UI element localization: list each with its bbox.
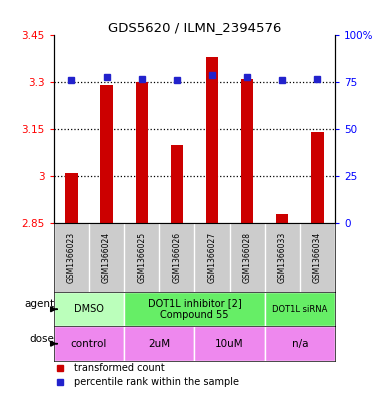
- Bar: [264, 292, 335, 327]
- Bar: [100, 85, 113, 223]
- Bar: [124, 327, 194, 361]
- Text: n/a: n/a: [291, 339, 308, 349]
- Text: GSM1366034: GSM1366034: [313, 232, 322, 283]
- Title: GDS5620 / ILMN_2394576: GDS5620 / ILMN_2394576: [108, 21, 281, 34]
- Text: DOT1L siRNA: DOT1L siRNA: [272, 305, 328, 314]
- Text: GSM1366024: GSM1366024: [102, 232, 111, 283]
- Text: DOT1L inhibitor [2]
Compound 55: DOT1L inhibitor [2] Compound 55: [147, 298, 241, 320]
- Text: GSM1366026: GSM1366026: [172, 232, 181, 283]
- Text: 2uM: 2uM: [148, 339, 170, 349]
- Text: GSM1366028: GSM1366028: [243, 232, 252, 283]
- Bar: [54, 292, 124, 327]
- Bar: [276, 214, 288, 223]
- Text: GSM1366027: GSM1366027: [208, 232, 216, 283]
- Text: control: control: [71, 339, 107, 349]
- Bar: [311, 132, 323, 223]
- Text: 10uM: 10uM: [215, 339, 244, 349]
- Bar: [54, 327, 124, 361]
- Bar: [171, 145, 183, 223]
- Bar: [206, 57, 218, 223]
- Text: transformed count: transformed count: [74, 363, 164, 373]
- Text: GSM1366023: GSM1366023: [67, 232, 76, 283]
- Bar: [136, 82, 148, 223]
- Text: GSM1366025: GSM1366025: [137, 232, 146, 283]
- Text: agent: agent: [24, 299, 54, 309]
- Bar: [124, 292, 265, 327]
- Bar: [65, 173, 78, 223]
- Bar: [264, 327, 335, 361]
- Text: percentile rank within the sample: percentile rank within the sample: [74, 377, 239, 387]
- Text: dose: dose: [29, 334, 54, 343]
- Bar: [194, 327, 265, 361]
- Bar: [241, 79, 253, 223]
- Text: DMSO: DMSO: [74, 304, 104, 314]
- Text: GSM1366033: GSM1366033: [278, 232, 287, 283]
